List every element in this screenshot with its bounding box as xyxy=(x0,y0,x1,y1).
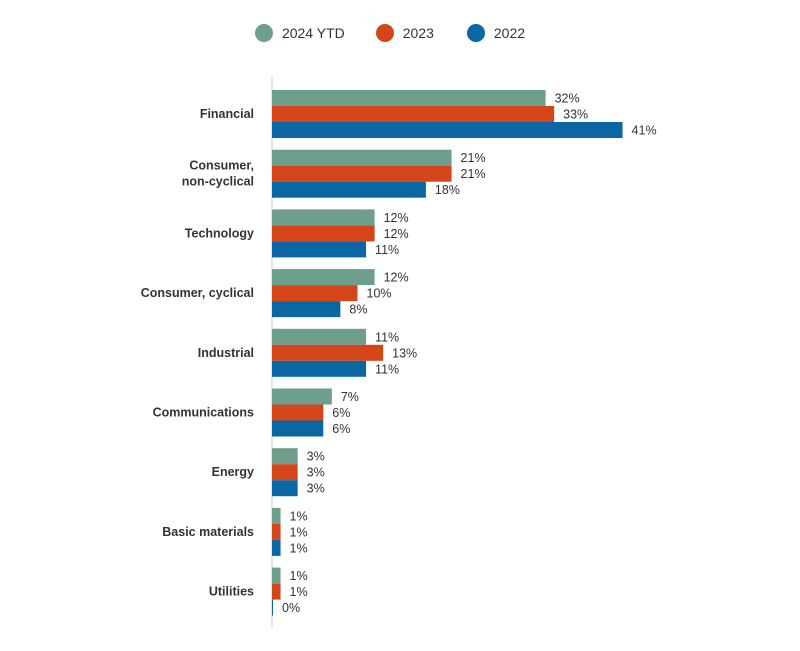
bar-2022 xyxy=(272,122,623,138)
data-label: 32% xyxy=(555,92,580,106)
bar-2024-ytd xyxy=(272,567,281,584)
bar-2023 xyxy=(272,165,452,182)
category-label: Basic materials xyxy=(162,525,254,539)
data-label: 3% xyxy=(307,450,325,464)
legend-swatch xyxy=(375,24,394,42)
data-label: 11% xyxy=(375,330,399,344)
data-label: 8% xyxy=(349,303,367,317)
bar-2022 xyxy=(272,480,298,497)
data-label: 3% xyxy=(307,482,325,496)
category-label: Consumer, xyxy=(189,159,254,173)
chart-legend: 2024 YTD 2023 2022 xyxy=(0,24,800,42)
bar-2022 xyxy=(272,301,341,318)
legend-label: 2023 xyxy=(402,25,434,41)
category-label: Utilities xyxy=(209,585,254,599)
category-label: non-cyclical xyxy=(182,175,254,189)
data-label: 0% xyxy=(282,601,300,615)
bar-2023 xyxy=(272,464,298,481)
data-label: 21% xyxy=(461,151,486,165)
legend-item-0: 2024 YTD xyxy=(254,24,345,42)
bar-2023 xyxy=(272,583,281,600)
legend-label: 2024 YTD xyxy=(281,25,345,41)
bar-2022 xyxy=(272,181,426,198)
data-label: 6% xyxy=(332,406,350,420)
data-label: 1% xyxy=(290,569,308,583)
bar-2024-ytd xyxy=(272,328,367,345)
data-label: 18% xyxy=(435,183,460,197)
bar-2024-ytd xyxy=(272,388,332,405)
bar-2024-ytd xyxy=(272,90,546,106)
bar-2022 xyxy=(272,539,281,556)
data-label: 33% xyxy=(563,108,588,122)
data-label: 7% xyxy=(341,390,359,404)
category-label: Communications xyxy=(153,406,254,420)
bar-2023 xyxy=(272,523,281,540)
bar-2024-ytd xyxy=(272,448,298,465)
bar-2023 xyxy=(272,344,384,361)
data-label: 12% xyxy=(384,211,409,225)
category-label: Industrial xyxy=(198,346,254,360)
data-label: 1% xyxy=(290,541,308,555)
data-label: 1% xyxy=(290,585,308,599)
category-label: Technology xyxy=(185,226,254,240)
bar-2024-ytd xyxy=(272,269,375,286)
legend-label: 2022 xyxy=(493,25,526,41)
bar-2024-ytd xyxy=(272,149,452,166)
bar-2022 xyxy=(272,599,273,616)
bar-2024-ytd xyxy=(272,507,281,524)
bar-2022 xyxy=(272,420,324,437)
data-label: 1% xyxy=(290,509,308,523)
legend-swatch xyxy=(254,24,273,42)
bar-2022 xyxy=(272,241,367,258)
legend-item-1: 2023 xyxy=(375,24,434,42)
bar-2022 xyxy=(272,360,367,377)
data-label: 12% xyxy=(384,271,409,285)
bar-2023 xyxy=(272,106,555,122)
data-label: 11% xyxy=(375,243,399,257)
data-label: 10% xyxy=(367,287,392,301)
data-label: 3% xyxy=(307,466,325,480)
bar-2023 xyxy=(272,404,324,421)
bar-2023 xyxy=(272,285,358,302)
legend-swatch xyxy=(466,24,485,42)
category-label: Consumer, cyclical xyxy=(141,286,254,300)
data-label: 21% xyxy=(461,167,486,181)
data-label: 1% xyxy=(290,525,308,539)
category-label: Financial xyxy=(200,107,254,121)
data-label: 12% xyxy=(384,227,409,241)
data-label: 6% xyxy=(332,422,350,436)
data-label: 11% xyxy=(375,362,399,376)
category-label: Energy xyxy=(212,465,254,479)
data-label: 41% xyxy=(632,124,657,138)
legend-item-2: 2022 xyxy=(466,24,526,42)
data-label: 13% xyxy=(392,346,417,360)
bar-2024-ytd xyxy=(272,209,375,226)
bar-2023 xyxy=(272,225,375,242)
